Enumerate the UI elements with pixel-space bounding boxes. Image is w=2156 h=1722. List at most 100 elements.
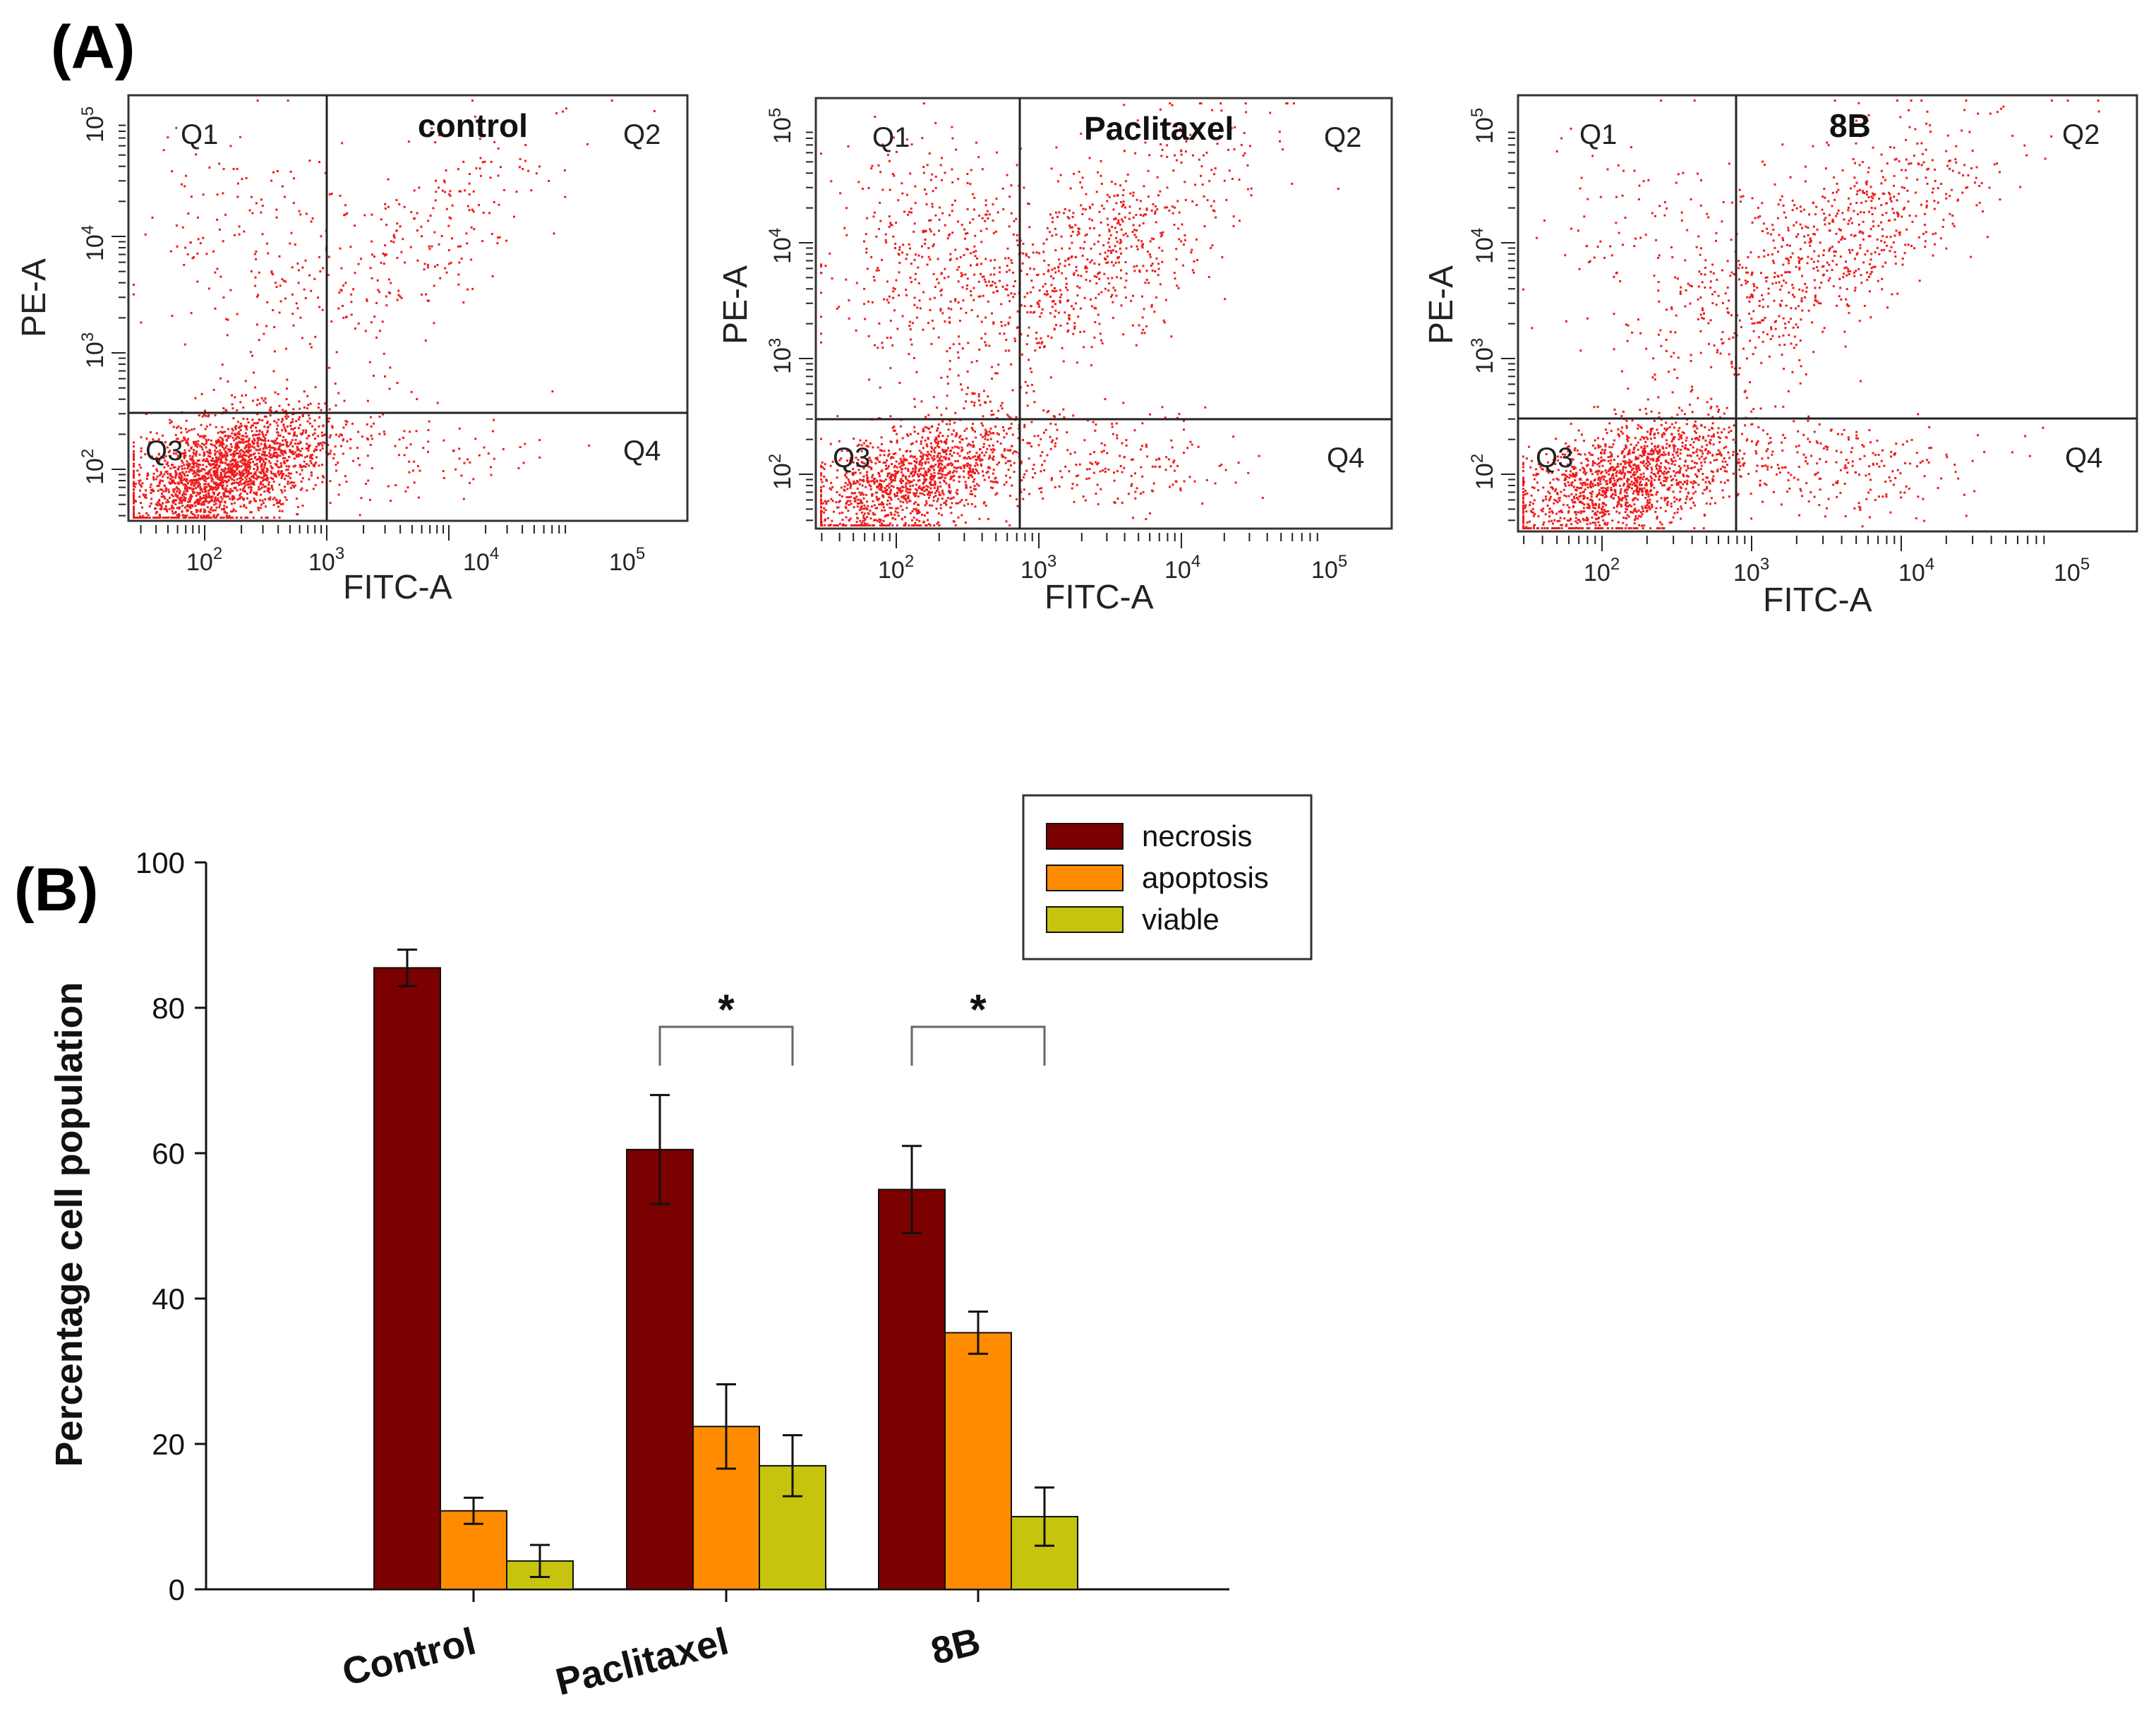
flow-dot — [1219, 102, 1222, 104]
flow-dot — [240, 449, 243, 451]
flow-dot — [1171, 446, 1174, 449]
flow-dot — [205, 425, 208, 428]
flow-dot — [247, 421, 250, 424]
flow-dot — [279, 434, 282, 437]
flow-dot — [263, 473, 265, 476]
flow-dot — [820, 506, 822, 509]
flow-dot — [945, 453, 948, 456]
flow-dot — [235, 517, 238, 519]
flow-dot — [926, 454, 929, 457]
flow-dot — [843, 489, 846, 492]
flow-dot — [912, 470, 915, 473]
flow-dot — [1054, 227, 1056, 230]
flow-dot — [1223, 179, 1226, 182]
flow-dot — [970, 401, 973, 403]
flow-dot — [223, 507, 226, 510]
flow-dot — [229, 443, 232, 445]
flow-dot — [1006, 284, 1008, 287]
flow-dot — [855, 457, 857, 459]
flow-dot — [980, 463, 982, 466]
flow-dot — [145, 493, 147, 496]
flow-dot — [195, 443, 198, 446]
flow-dot — [203, 483, 206, 486]
flow-dot — [272, 440, 274, 442]
flow-dot — [272, 488, 275, 491]
flow-dot — [155, 503, 157, 506]
flow-dot — [1052, 439, 1054, 442]
flow-dot — [290, 421, 292, 424]
flow-dot — [1068, 318, 1071, 320]
flow-dot — [199, 242, 202, 245]
flow-dot — [170, 479, 173, 482]
flow-dot — [227, 318, 229, 321]
flow-dot — [980, 464, 983, 467]
flow-dot — [234, 450, 236, 453]
flow-dot — [980, 458, 982, 461]
flow-dot — [1242, 154, 1245, 157]
flow-dot — [1155, 221, 1157, 224]
flow-dot — [186, 442, 189, 445]
flow-dot — [878, 503, 881, 506]
flow-dot — [174, 466, 176, 469]
flow-dot — [1011, 262, 1013, 264]
flow-dot — [1017, 437, 1020, 440]
flow-dot — [974, 455, 977, 458]
flow-dot — [193, 482, 195, 485]
flow-dot — [1208, 180, 1211, 183]
flow-dot — [985, 430, 988, 433]
flow-dot — [287, 468, 289, 471]
flow-dot — [973, 404, 975, 407]
flow-dot — [183, 517, 186, 519]
flow-dot — [1156, 176, 1159, 179]
flow-dot — [416, 229, 418, 232]
flow-dot — [948, 419, 951, 422]
flow-dot — [436, 264, 439, 266]
flow-dot — [408, 471, 411, 474]
flow-dot — [479, 174, 482, 177]
flow-dot — [879, 485, 881, 488]
flow-dot — [318, 161, 320, 164]
flow-dot — [270, 476, 272, 479]
flow-dot — [894, 464, 897, 467]
flow-dot — [948, 359, 951, 362]
flow-dot — [279, 499, 282, 502]
flow-dot — [996, 211, 999, 214]
flow-dot — [1184, 239, 1186, 241]
flow-dot — [908, 243, 910, 246]
flow-dot — [383, 253, 386, 256]
flow-dot — [458, 427, 461, 430]
flow-dot — [239, 136, 241, 138]
flow-dot — [338, 291, 341, 294]
flow-plot-control: Q1 Q2 Q3 Q4 control 102 103 104 10510210310… — [16, 94, 689, 606]
flow-dot — [931, 466, 934, 469]
flow-dot — [902, 486, 905, 489]
flow-dot — [1091, 219, 1094, 222]
flow-dot — [204, 428, 207, 430]
flow-dot — [224, 476, 227, 478]
flow-dot — [232, 495, 235, 498]
flow-dot — [281, 185, 284, 188]
flow-dot — [563, 169, 566, 171]
flow-dot — [392, 241, 395, 243]
flow-dot — [862, 475, 865, 478]
flow-dot — [985, 284, 988, 287]
flow-dot — [859, 524, 862, 526]
flow-dot — [1225, 198, 1228, 201]
flow-dot — [220, 442, 223, 445]
flow-dot — [890, 476, 893, 479]
flow-dot — [848, 462, 851, 464]
flow-dot — [822, 485, 825, 488]
flow-dot — [858, 483, 861, 486]
flow-dot — [1063, 416, 1066, 419]
flow-dot — [1095, 423, 1097, 426]
flow-dot — [175, 486, 178, 488]
flow-dot — [232, 454, 235, 456]
flow-dot — [1135, 214, 1138, 216]
flow-dot — [1052, 221, 1054, 224]
flow-dot — [320, 431, 323, 434]
flow-dot — [209, 452, 212, 454]
flow-dot — [337, 493, 340, 496]
flow-dot — [1177, 227, 1180, 230]
flow-dot — [1106, 217, 1109, 220]
flow-dot — [207, 287, 210, 290]
